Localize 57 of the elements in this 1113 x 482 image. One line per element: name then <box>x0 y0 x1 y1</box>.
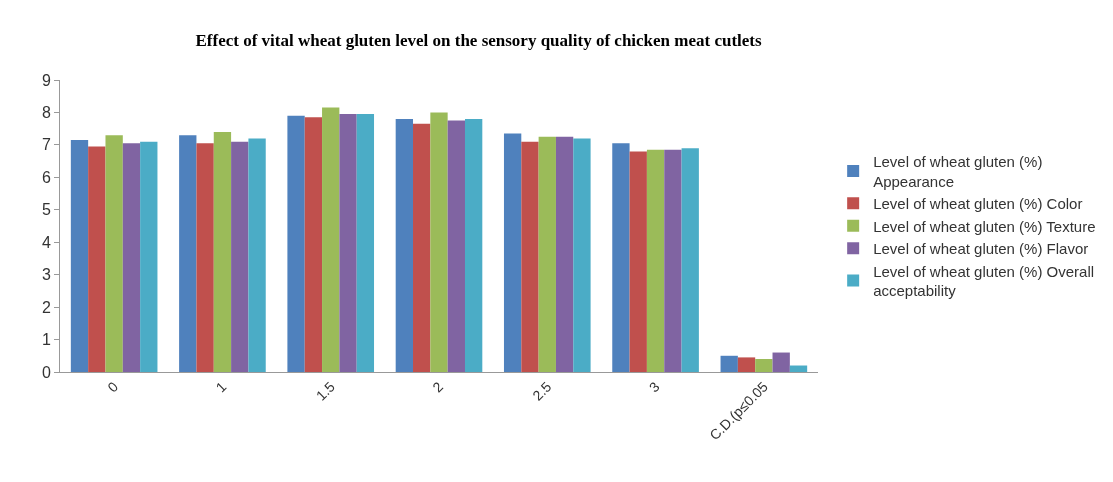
bar <box>196 143 214 372</box>
bar <box>503 133 522 372</box>
bar <box>122 143 141 372</box>
bar <box>322 107 340 372</box>
bar <box>629 151 647 372</box>
y-tick-label: 8 <box>41 104 51 122</box>
y-tick-label: 2 <box>41 298 51 316</box>
bar <box>395 118 414 372</box>
y-tick-label: 7 <box>41 136 51 154</box>
bar <box>430 112 448 372</box>
bar <box>88 146 106 372</box>
y-tick-label: 5 <box>41 201 51 219</box>
bar <box>737 357 756 372</box>
legend-label: Level of wheat gluten (%) Appearance <box>873 153 1043 190</box>
bar <box>612 143 630 372</box>
x-tick-label: 1 <box>212 378 230 396</box>
legend-label: Level of wheat gluten (%) Overall acceptability <box>873 262 1095 300</box>
bar <box>140 141 158 372</box>
bar <box>248 138 266 372</box>
legend-label: Level of wheat gluten (%) Texture <box>873 217 1096 235</box>
x-tick-label: 1.5 <box>312 378 338 404</box>
y-tick-label: 6 <box>41 168 51 186</box>
bar <box>179 135 197 372</box>
bar <box>356 114 375 372</box>
bar <box>789 365 808 372</box>
bar <box>447 120 465 372</box>
bar <box>105 135 123 372</box>
bar <box>720 355 738 372</box>
bar <box>287 115 305 372</box>
bar <box>231 141 249 372</box>
bar <box>755 359 773 372</box>
bar <box>646 149 665 372</box>
legend-label: Level of wheat gluten (%) Color <box>873 195 1083 213</box>
x-tick-label: 2 <box>429 378 447 396</box>
bar <box>464 118 483 372</box>
y-tick-label: 1 <box>41 331 51 349</box>
x-tick-label: 0 <box>104 378 122 396</box>
y-tick-label: 9 <box>41 71 51 89</box>
bar <box>413 123 431 372</box>
bar <box>555 136 574 372</box>
x-tick-label: 3 <box>645 378 663 396</box>
y-tick-label: 0 <box>41 363 51 381</box>
bar <box>573 138 591 372</box>
bar <box>213 131 232 372</box>
y-tick-label: 3 <box>41 266 51 284</box>
bar <box>538 136 556 372</box>
bar <box>70 140 89 372</box>
bar <box>664 149 682 372</box>
x-tick-label: 2.5 <box>529 378 555 404</box>
bar <box>304 117 323 372</box>
bar <box>681 148 699 372</box>
bar <box>772 352 790 372</box>
y-tick-label: 4 <box>41 233 51 251</box>
chart-title: Effect of vital wheat gluten level on the sensory quality of chicken meat cutlets <box>195 30 763 50</box>
bar <box>339 114 357 372</box>
bar <box>521 141 539 372</box>
legend-label: Level of wheat gluten (%) Flavor <box>873 240 1089 258</box>
